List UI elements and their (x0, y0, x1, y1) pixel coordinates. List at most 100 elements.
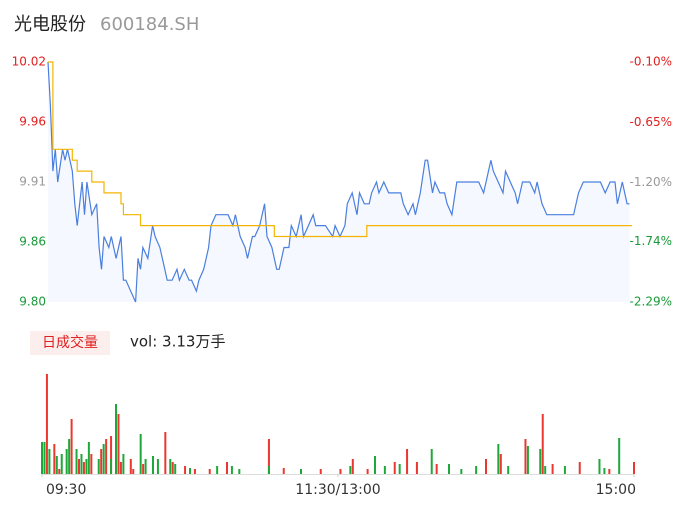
volume-bar (171, 462, 174, 474)
volume-bar (300, 469, 302, 474)
volume-bar (82, 462, 85, 474)
x-tick-label: 09:30 (46, 482, 86, 498)
volume-bar (475, 466, 478, 474)
volume-bar (460, 469, 463, 474)
volume-bar (164, 432, 167, 474)
volume-bar (70, 419, 73, 474)
x-tick-label: 15:00 (596, 482, 636, 498)
volume-bar (430, 449, 433, 474)
volume-bar (119, 462, 122, 474)
volume-bar (80, 454, 83, 474)
stock-name: 光电股份 (14, 14, 86, 35)
volume-bar (267, 439, 270, 474)
volume-bar (48, 449, 51, 474)
volume-bar (43, 442, 46, 474)
volume-bar (539, 449, 542, 474)
volume-bar (598, 459, 601, 474)
volume-bar (156, 459, 159, 474)
volume-bar (75, 449, 78, 474)
volume-title: 日成交量 (42, 334, 98, 351)
volume-bar (90, 454, 93, 474)
y2-tick-label: -0.65% (630, 115, 672, 129)
volume-bar (105, 439, 108, 474)
volume-bar (267, 466, 270, 474)
volume-bar (499, 454, 502, 474)
volume-bar (169, 459, 172, 474)
volume-bar (230, 466, 233, 474)
volume-bar (152, 456, 154, 474)
price-area (48, 62, 630, 302)
volume-bar (398, 464, 401, 474)
volume-bar (55, 456, 58, 474)
volume-bar (485, 459, 487, 474)
volume-bar (189, 468, 191, 474)
volume-bar (193, 469, 196, 474)
y2-tick-label: -1.20% (630, 175, 672, 189)
volume-bar (339, 469, 342, 474)
y2-tick-label: -1.74% (630, 234, 672, 248)
volume-bar (97, 459, 100, 474)
volume-total: vol: 3.13万手 (130, 333, 225, 351)
volume-badge (30, 331, 110, 355)
volume-bar (393, 462, 396, 474)
volume-bar (87, 442, 90, 474)
volume-bar (374, 456, 376, 474)
volume-bar (526, 446, 529, 474)
volume-bar (144, 459, 147, 474)
volume-bar (319, 469, 322, 474)
volume-bar (117, 414, 120, 474)
volume-bar (551, 464, 554, 474)
volume-bar (544, 466, 547, 474)
volume-bar (208, 469, 211, 474)
volume-bar (608, 469, 611, 474)
volume-bar (524, 439, 527, 474)
volume-bar (406, 449, 409, 474)
volume-bar (85, 459, 88, 474)
volume-bar (238, 469, 241, 474)
volume-bar (53, 444, 56, 474)
volume-bar (216, 466, 219, 474)
volume-bar (110, 436, 113, 474)
stock-code: 600184.SH (100, 14, 199, 35)
volume-bar (435, 464, 438, 474)
volume-bar (122, 454, 125, 474)
y-tick-label: 9.91 (19, 175, 46, 189)
volume-bar (65, 449, 68, 474)
average-line (48, 61, 632, 238)
volume-bar (497, 444, 500, 474)
y2-tick-label: -2.29% (630, 295, 672, 309)
volume-bar (415, 462, 418, 474)
volume-bar (45, 374, 48, 474)
volume-bar (58, 469, 61, 474)
volume-bar (132, 469, 135, 474)
volume-bar (142, 464, 145, 474)
volume-bar (102, 444, 105, 474)
volume-bar (110, 459, 113, 474)
volume-bar (541, 414, 544, 474)
volume-bar (282, 468, 285, 474)
volume-bar (100, 449, 103, 474)
volume-bar (60, 454, 63, 474)
volume-bar (578, 462, 581, 474)
volume-bar (351, 459, 354, 474)
volume-bar (633, 462, 635, 474)
volume-bar (507, 466, 510, 474)
volume-bar (618, 438, 621, 474)
volume-bar (366, 469, 369, 474)
volume-bar (174, 464, 177, 474)
volume-bar (115, 404, 117, 474)
volume-bar (448, 464, 450, 474)
volume-bar (78, 459, 80, 474)
volume-bar (563, 466, 566, 474)
volume-bar (603, 468, 606, 474)
volume-bar (129, 459, 132, 474)
x-tick-label: 11:30/13:00 (295, 482, 380, 498)
volume-bar (139, 434, 142, 474)
y2-tick-label: -0.10% (630, 55, 672, 69)
volume-bar (349, 466, 352, 474)
volume-bar (383, 466, 386, 474)
volume-bar (68, 439, 71, 474)
volume-bar (184, 466, 187, 474)
